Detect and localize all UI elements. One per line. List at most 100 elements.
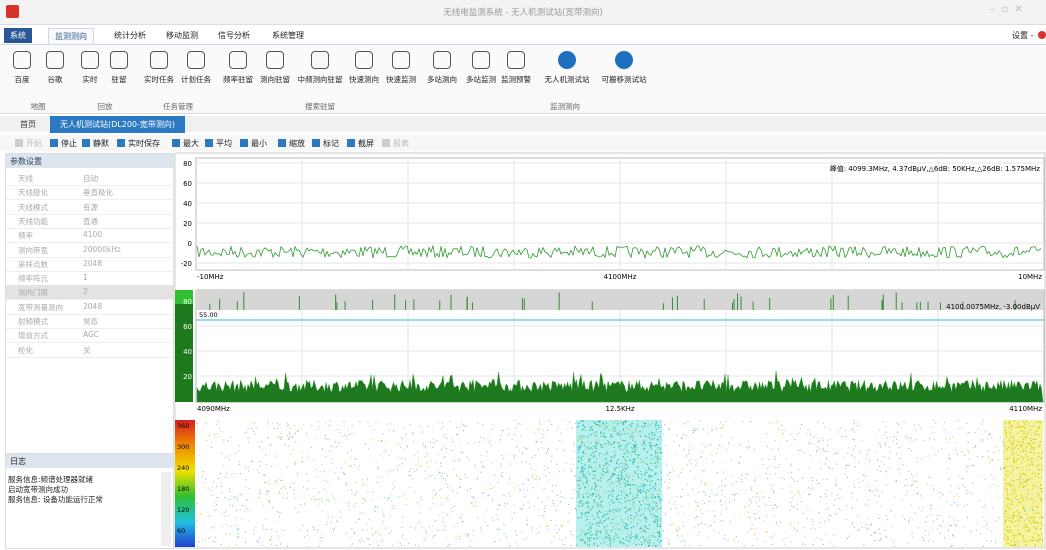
waterfall-dot [946,501,947,502]
waterfall-dot [1018,449,1019,450]
waterfall-dot [556,449,557,450]
waterfall-dot [884,435,885,436]
waterfall-dot [441,497,442,498]
waterfall-dot [957,454,958,455]
waterfall-dot [853,420,854,421]
waterfall-dot [489,488,490,489]
waterfall-dot [653,545,654,546]
waterfall-dot [1015,521,1016,522]
waterfall-dot [871,535,872,536]
waterfall-dot [590,509,591,510]
waterfall-dot [1030,459,1031,460]
waterfall-dot [1034,443,1035,444]
waterfall-dot [919,507,920,508]
waterfall-dot [898,424,899,425]
waterfall-dot [748,440,749,441]
waterfall-dot [203,482,204,483]
waterfall-dot [237,533,238,534]
waterfall-dot [1008,447,1009,448]
waterfall-dot [939,515,940,516]
waterfall-dot [1032,517,1033,518]
waterfall-dot [533,474,534,475]
waterfall-dot [277,423,278,424]
waterfall-dot [1037,493,1038,494]
waterfall-dot [863,545,864,546]
waterfall-dot [1041,465,1042,466]
waterfall-dot [648,528,649,529]
waterfall-dot [781,477,782,478]
waterfall-dot [1038,422,1039,423]
waterfall-dot [584,542,585,543]
waterfall-dot [629,442,630,443]
waterfall-dot [439,472,440,473]
waterfall-dot [464,474,465,475]
waterfall-dot [248,428,249,429]
waterfall-dot [655,537,656,538]
waterfall-dot [751,489,752,490]
waterfall-dot [607,530,608,531]
waterfall-dot [1011,486,1012,487]
waterfall-dot [596,462,597,463]
waterfall-dot [458,459,459,460]
waterfall-dot [615,534,616,535]
waterfall-dot [599,455,600,456]
waterfall-dot [460,539,461,540]
waterfall-dot [886,537,887,538]
waterfall-dot [660,472,661,473]
waterfall-dot [879,540,880,541]
waterfall-dot [588,485,589,486]
waterfall-dot [444,434,445,435]
waterfall-dot [433,447,434,448]
waterfall-dot [254,529,255,530]
waterfall-dot [351,490,352,491]
waterfall-dot [597,531,598,532]
waterfall-dot [1018,445,1019,446]
waterfall-dot [1011,545,1012,546]
waterfall-dot [657,532,658,533]
waterfall-dot [237,537,238,538]
waterfall-dot [609,511,610,512]
waterfall-dot [968,466,969,467]
waterfall-dot [589,430,590,431]
waterfall-dot [612,496,613,497]
waterfall-dot [459,461,460,462]
waterfall-dot [1023,508,1024,509]
waterfall-dot [722,494,723,495]
waterfall-dot [992,437,993,438]
waterfall-dot [436,493,437,494]
waterfall-dot [957,526,958,527]
waterfall-dot [433,503,434,504]
waterfall-dot [545,436,546,437]
waterfall-dot [231,526,232,527]
waterfall-dot [723,424,724,425]
waterfall-dot [935,423,936,424]
waterfall-dot [220,431,221,432]
waterfall-dot [418,545,419,546]
waterfall-dot [469,459,470,460]
waterfall-dot [1031,462,1032,463]
waterfall-dot [448,500,449,501]
waterfall-dot [356,522,357,523]
waterfall-dot [624,422,625,423]
waterfall-dot [877,470,878,471]
waterfall-dot [455,538,456,539]
waterfall-dot [858,422,859,423]
waterfall-dot [527,520,528,521]
waterfall-dot [623,480,624,481]
waterfall-dot [934,439,935,440]
waterfall-dot [294,489,295,490]
waterfall-dot [1013,442,1014,443]
waterfall-dot [1035,434,1036,435]
waterfall-dot [234,496,235,497]
waterfall-dot [784,479,785,480]
waterfall-dot [968,452,969,453]
waterfall-dot [651,432,652,433]
waterfall-dot [644,425,645,426]
waterfall-dot [1005,422,1006,423]
waterfall-dot [421,466,422,467]
waterfall-dot [673,523,674,524]
waterfall-dot [1032,494,1033,495]
waterfall-dot [639,509,640,510]
waterfall-dot [770,536,771,537]
waterfall-dot [610,504,611,505]
